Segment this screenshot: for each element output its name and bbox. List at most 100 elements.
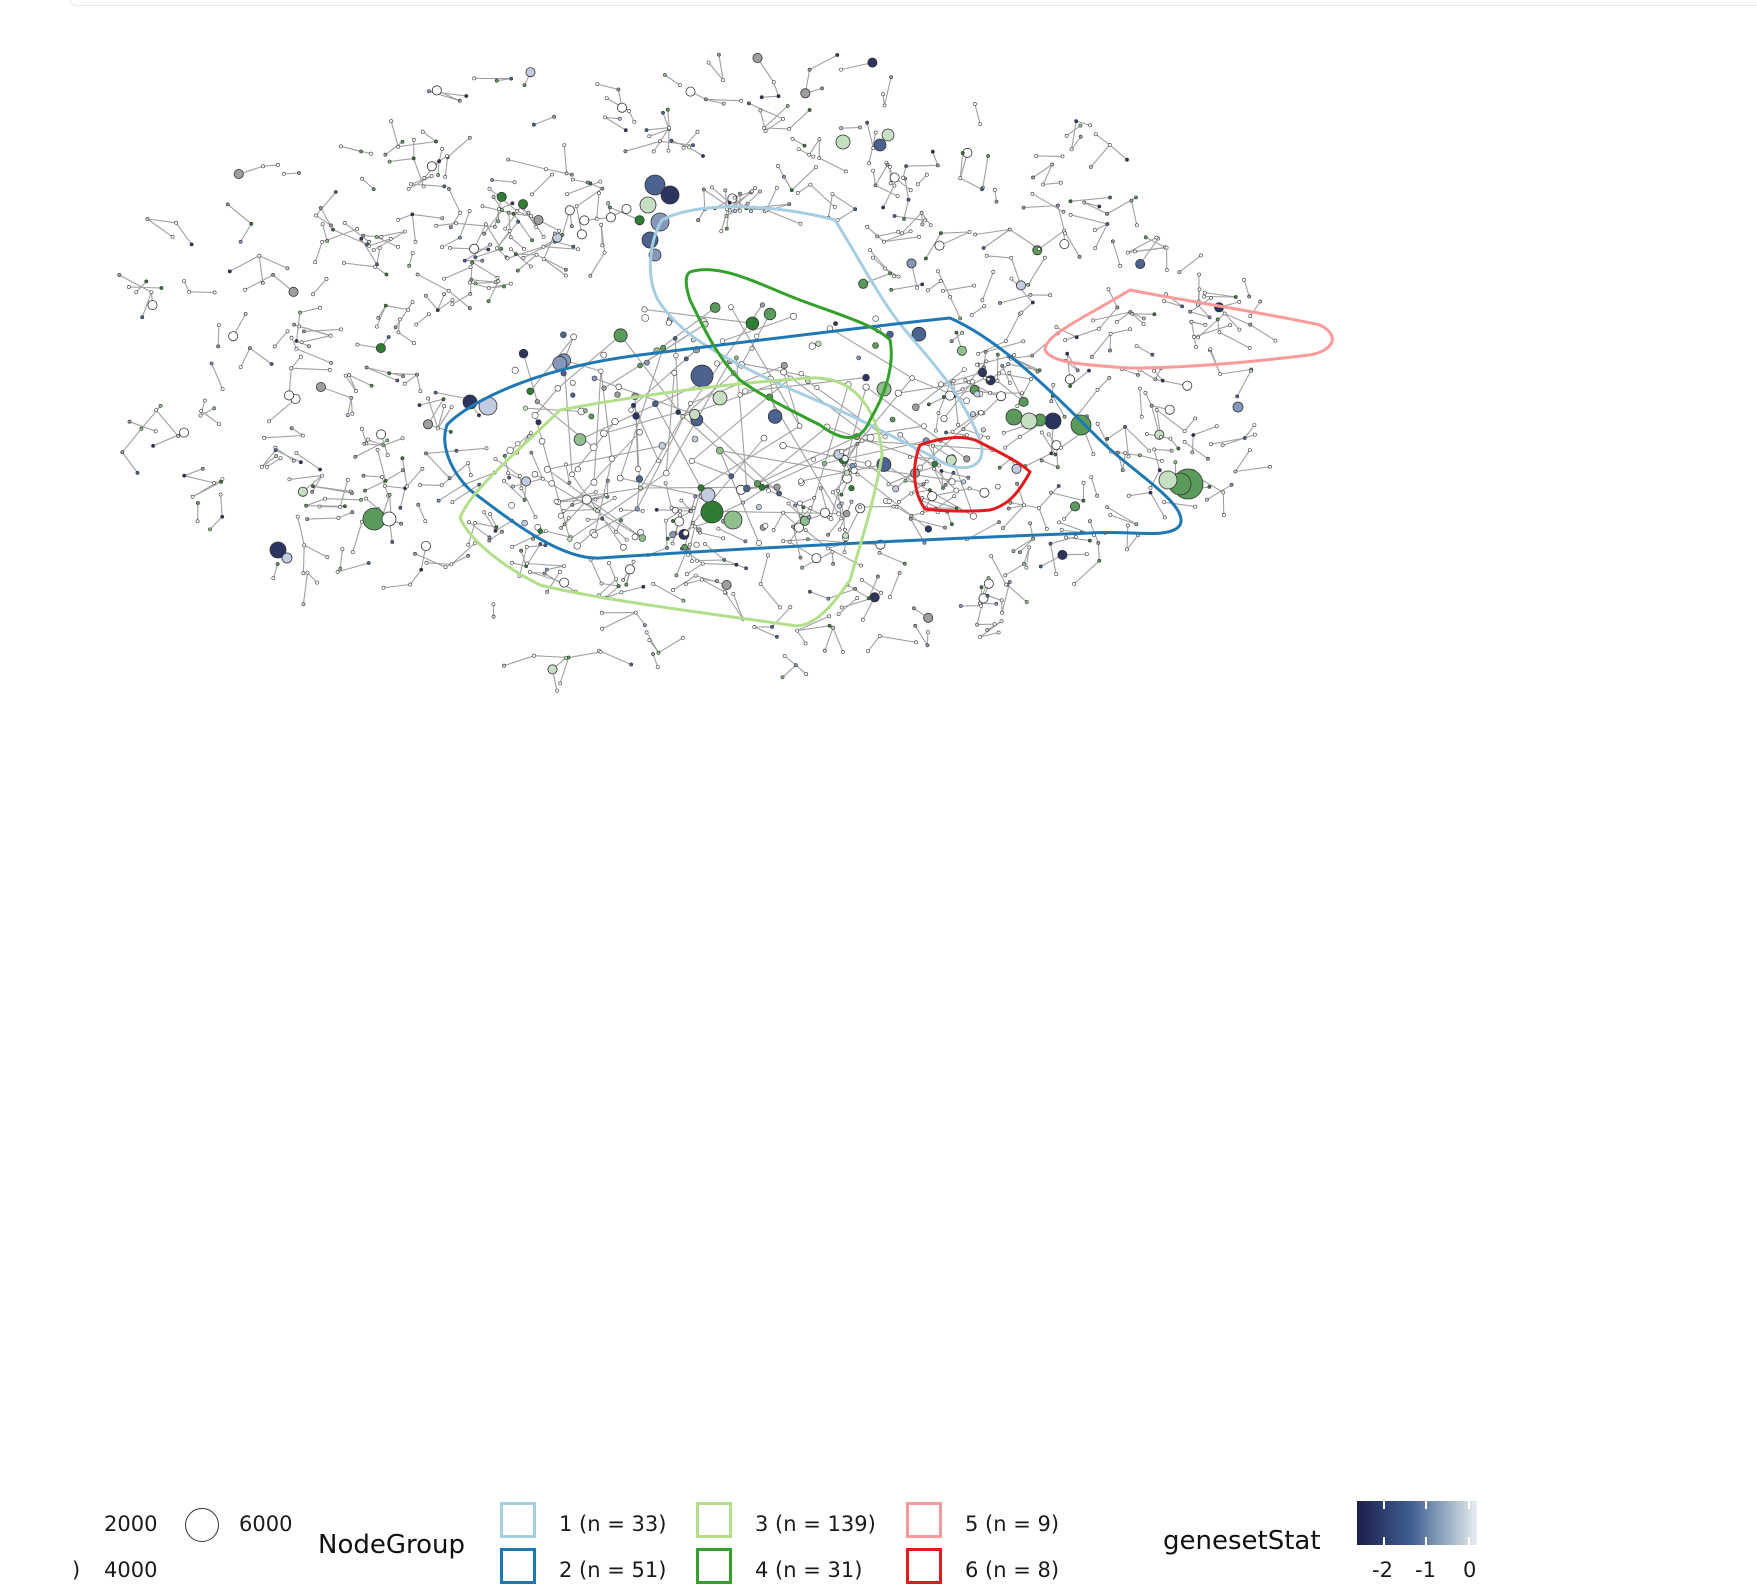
network-node [562, 565, 565, 568]
network-node [992, 270, 995, 273]
network-node [688, 401, 692, 405]
network-node [910, 376, 915, 381]
network-node [1019, 397, 1028, 406]
network-node [314, 261, 317, 264]
network-node [926, 631, 929, 634]
network-node [536, 420, 541, 425]
network-edge [364, 476, 382, 477]
network-node [754, 187, 757, 190]
network-node [515, 209, 518, 212]
network-edge [521, 488, 535, 517]
network-edge [291, 368, 330, 370]
network-node [984, 350, 987, 353]
network-node [666, 320, 671, 325]
network-edge [876, 165, 888, 186]
network-node [780, 442, 786, 448]
network-edge [975, 104, 980, 124]
network-node [679, 509, 682, 512]
network-node [565, 206, 574, 215]
network-node [1036, 370, 1039, 373]
network-edge [841, 128, 860, 129]
network-node [407, 308, 410, 311]
network-node [968, 230, 971, 233]
network-node [1109, 332, 1112, 335]
network-node [273, 345, 276, 348]
network-node [663, 73, 666, 76]
network-node [645, 631, 648, 634]
network-edge [764, 106, 788, 128]
network-node [219, 493, 222, 496]
network-node [807, 515, 811, 519]
network-node [1085, 553, 1088, 556]
network-node [1126, 524, 1129, 527]
network-edge [313, 279, 327, 294]
network-node [128, 420, 131, 423]
network-node [982, 246, 985, 249]
network-node [827, 597, 830, 600]
network-node [234, 169, 243, 178]
network-node [400, 522, 403, 525]
network-edge [390, 158, 414, 161]
network-node [840, 449, 844, 453]
network-node [937, 464, 940, 467]
network-node [1057, 484, 1060, 487]
network-edge [438, 407, 452, 428]
network-edge [928, 281, 941, 290]
network-node [836, 53, 839, 56]
network-edge [666, 521, 667, 548]
network-edge [245, 275, 273, 290]
network-edge [641, 416, 683, 488]
network-node [467, 521, 470, 524]
network-node [351, 511, 354, 514]
network-node [645, 129, 648, 132]
network-node [812, 554, 821, 563]
network-node [1161, 379, 1164, 382]
network-edge [544, 259, 566, 275]
network-node [523, 84, 526, 87]
network-node [772, 528, 775, 531]
network-node [672, 370, 677, 375]
network-node [854, 587, 857, 590]
network-node [1025, 600, 1028, 603]
network-edge [527, 564, 564, 567]
network-node [1216, 318, 1219, 321]
network-node [488, 539, 491, 542]
network-edge [201, 411, 219, 424]
network-node [865, 461, 871, 467]
network-node [734, 356, 738, 360]
network-edge [362, 179, 374, 189]
network-node [376, 448, 379, 451]
network-node [603, 251, 606, 254]
nodegroup-key-4 [696, 1548, 732, 1584]
network-node [1233, 402, 1243, 412]
network-node [986, 628, 989, 631]
network-node [262, 165, 265, 168]
colorbar-tick-mark-bottom [1383, 1537, 1385, 1545]
network-node [303, 544, 306, 547]
network-node [592, 376, 597, 381]
network-node [210, 362, 213, 365]
network-node [808, 590, 811, 593]
network-node [1069, 213, 1072, 216]
network-node [1219, 372, 1222, 375]
network-node [329, 224, 332, 227]
network-node [493, 225, 496, 228]
network-node [290, 427, 293, 430]
network-node [1071, 415, 1091, 435]
network-node [485, 447, 488, 450]
network-node [701, 154, 704, 157]
network-edge [1129, 493, 1151, 496]
network-node [887, 499, 892, 504]
network-node [424, 294, 427, 297]
network-node [715, 579, 718, 582]
network-node [993, 623, 996, 626]
network-node [957, 423, 960, 426]
network-node [625, 583, 628, 586]
network-edge [1095, 224, 1107, 248]
network-node [920, 211, 923, 214]
network-node [450, 406, 453, 409]
network-edge [1000, 295, 1030, 303]
network-node [244, 312, 247, 315]
nodegroup-label-4: 4 (n = 31) [755, 1558, 862, 1582]
network-node [644, 360, 649, 365]
